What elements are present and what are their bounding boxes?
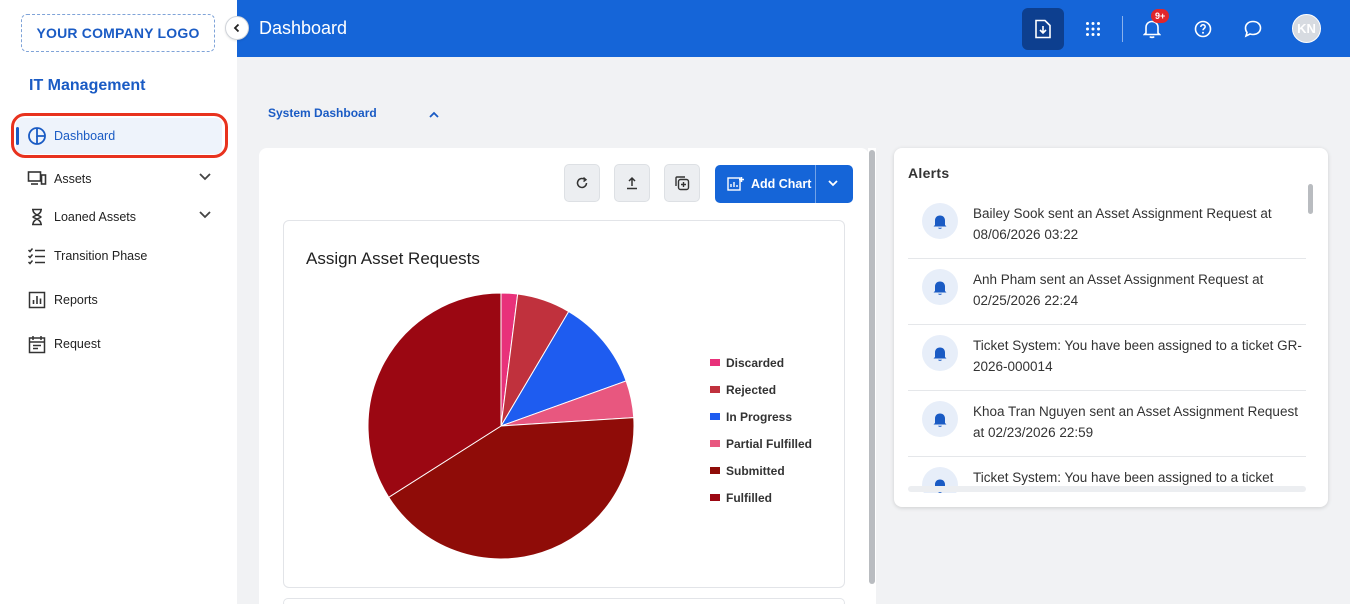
alert-list: Bailey Sook sent an Asset Assignment Req…	[908, 193, 1306, 493]
page-title: Dashboard	[259, 18, 348, 38]
alert-text: Bailey Sook sent an Asset Assignment Req…	[973, 206, 1272, 242]
collapse-sidebar-button[interactable]	[225, 16, 249, 40]
add-chart-label: Add Chart	[751, 177, 812, 191]
pie-chart[interactable]	[351, 276, 651, 576]
sidebar-item-label: Transition Phase	[54, 249, 148, 263]
calendar-icon	[26, 333, 48, 355]
horizontal-scrollbar[interactable]	[908, 486, 1306, 492]
apps-grid-button[interactable]	[1072, 8, 1114, 50]
sidebar-item-transition-phase[interactable]: Transition Phase	[16, 238, 222, 274]
alert-item[interactable]: Anh Pham sent an Asset Assignment Reques…	[908, 259, 1306, 325]
devices-icon	[26, 168, 48, 190]
sidebar-item-request[interactable]: Request	[16, 326, 222, 362]
bell-icon	[922, 401, 958, 437]
legend-item[interactable]: Fulfilled	[710, 484, 812, 511]
legend-item[interactable]: Discarded	[710, 349, 812, 376]
legend-label: Partial Fulfilled	[726, 436, 813, 451]
alert-item[interactable]: Khoa Tran Nguyen sent an Asset Assignmen…	[908, 391, 1306, 457]
sidebar-item-label: Request	[54, 337, 101, 351]
alert-item[interactable]: Ticket System: You have been assigned to…	[908, 325, 1306, 391]
alert-text: Ticket System: You have been assigned to…	[973, 470, 1274, 485]
legend-swatch	[710, 467, 720, 474]
chevron-down-icon[interactable]	[198, 209, 212, 223]
divider	[815, 165, 816, 203]
sidebar-item-label: Loaned Assets	[54, 210, 137, 224]
chevron-down-icon[interactable]	[827, 177, 839, 192]
legend-item[interactable]: Rejected	[710, 376, 812, 403]
chevron-down-icon[interactable]	[198, 171, 212, 185]
upload-icon	[627, 176, 637, 190]
duplicate-button[interactable]	[664, 164, 700, 202]
alerts-title: Alerts	[908, 165, 950, 181]
refresh-button[interactable]	[564, 164, 600, 202]
legend-label: Discarded	[726, 355, 785, 370]
pie-chart-icon	[26, 125, 48, 147]
add-chart-button[interactable]: Add Chart	[715, 165, 853, 203]
user-avatar[interactable]: KN	[1292, 14, 1321, 43]
notification-badge: 9+	[1151, 9, 1170, 23]
sidebar-item-dashboard[interactable]: Dashboard	[16, 118, 222, 154]
divider	[1122, 16, 1123, 42]
company-logo: YOUR COMPANY LOGO	[21, 14, 215, 52]
help-icon	[1194, 20, 1212, 38]
sidebar-item-label: Reports	[54, 293, 98, 307]
pie-slice-fulfilled[interactable]	[367, 292, 502, 498]
pie-slice-submitted[interactable]	[388, 417, 635, 560]
pie-slice-in-progress[interactable]	[499, 310, 627, 427]
notifications-button[interactable]	[1131, 8, 1173, 50]
chevron-up-icon[interactable]	[428, 107, 440, 125]
legend-label: Submitted	[726, 463, 785, 478]
sidebar-item-label: Dashboard	[54, 129, 116, 143]
legend-label: Rejected	[726, 382, 777, 397]
sidebar: YOUR COMPANY LOGO IT Management Dashboar…	[0, 0, 237, 604]
add-copy-icon	[675, 176, 690, 191]
apps-grid-icon	[1086, 22, 1100, 36]
alert-text: Ticket System: You have been assigned to…	[973, 338, 1302, 374]
highlight-annotation	[11, 113, 228, 158]
chart-legend: Discarded Rejected In Progress Partial Fulf…	[710, 349, 812, 511]
legend-swatch	[710, 494, 720, 501]
legend-label: Fulfilled	[726, 490, 772, 505]
chart-card-next	[283, 598, 845, 604]
scrollbar-thumb[interactable]	[1308, 184, 1313, 214]
legend-swatch	[710, 413, 720, 420]
bell-icon	[922, 335, 958, 371]
checklist-icon	[26, 245, 48, 267]
alert-text: Khoa Tran Nguyen sent an Asset Assignmen…	[973, 404, 1298, 440]
chart-title: Assign Asset Requests	[306, 249, 480, 268]
bell-icon	[922, 269, 958, 305]
add-chart-icon	[727, 176, 745, 192]
chat-button[interactable]	[1232, 8, 1274, 50]
sidebar-item-assets[interactable]: Assets	[16, 161, 222, 197]
bell-icon	[922, 203, 958, 239]
chart-card: Assign Asset Requests Discarded Rejected I…	[283, 220, 845, 588]
alerts-panel: Alerts Bailey Sook sent an Asset Assignm…	[894, 148, 1328, 507]
hourglass-icon	[26, 206, 48, 228]
scrollbar-thumb[interactable]	[869, 150, 875, 584]
system-dashboard-label[interactable]: System Dashboard	[268, 106, 377, 120]
legend-swatch	[710, 440, 720, 447]
download-file-icon	[1035, 19, 1051, 39]
bar-chart-icon	[26, 289, 48, 311]
sidebar-item-loaned-assets[interactable]: Loaned Assets	[16, 199, 222, 235]
top-bar: Dashboard 9+ KN	[237, 0, 1350, 57]
sidebar-item-reports[interactable]: Reports	[16, 282, 222, 318]
legend-item[interactable]: Partial Fulfilled	[710, 430, 812, 457]
section-title: IT Management	[29, 77, 146, 94]
legend-label: In Progress	[726, 409, 793, 424]
chevron-left-icon	[233, 23, 240, 33]
download-file-button[interactable]	[1022, 8, 1064, 50]
legend-item[interactable]: In Progress	[710, 403, 812, 430]
help-button[interactable]	[1182, 8, 1224, 50]
sidebar-item-label: Assets	[54, 172, 92, 186]
refresh-icon	[576, 176, 588, 189]
legend-swatch	[710, 359, 720, 366]
legend-swatch	[710, 386, 720, 393]
alert-text: Anh Pham sent an Asset Assignment Reques…	[973, 272, 1264, 308]
bell-icon	[1143, 20, 1161, 39]
chat-icon	[1244, 20, 1262, 38]
export-button[interactable]	[614, 164, 650, 202]
alert-item[interactable]: Bailey Sook sent an Asset Assignment Req…	[908, 193, 1306, 259]
legend-item[interactable]: Submitted	[710, 457, 812, 484]
